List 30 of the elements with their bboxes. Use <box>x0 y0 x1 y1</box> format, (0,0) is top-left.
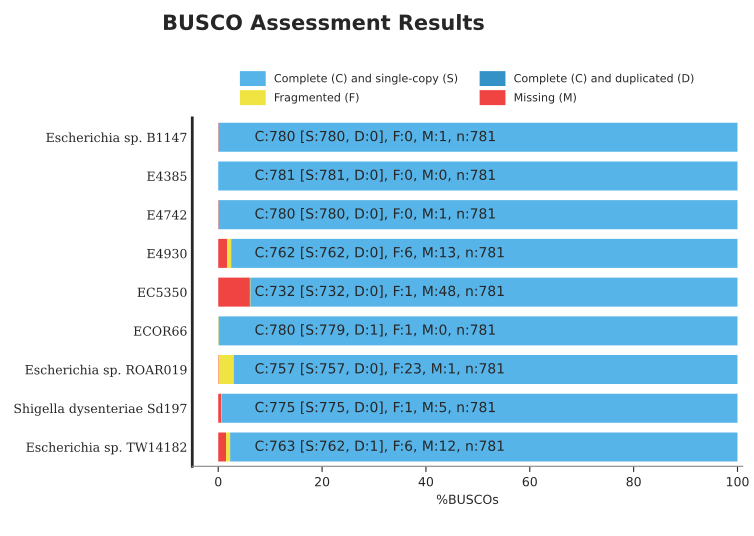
x-axis-title: %BUSCOs <box>436 494 498 504</box>
legend-label: Complete (C) and single-copy (S) <box>274 74 458 85</box>
y-tick-label: Escherichia sp. ROAR019 <box>25 364 187 377</box>
y-tick-label: Shigella dysenteriae Sd197 <box>14 404 186 416</box>
annotation: C:732 [S:732, D:0], F:1, M:48, n:781 <box>255 285 504 298</box>
annotation: C:775 [S:775, D:0], F:1, M:5, n:781 <box>255 402 495 414</box>
x-tick-label: 80 <box>626 476 641 486</box>
x-tick-label: 100 <box>726 476 749 486</box>
y-tick-label: E4930 <box>147 248 187 258</box>
x-tick-label: 40 <box>418 476 434 486</box>
x-tick-label: 0 <box>215 476 222 486</box>
annotation: C:780 [S:780, D:0], F:0, M:1, n:781 <box>255 130 495 143</box>
y-tick-label: E4385 <box>147 171 186 181</box>
x-tick-label: 60 <box>522 476 537 486</box>
annotation: C:757 [S:757, D:0], F:23, M:1, n:781 <box>255 362 504 376</box>
annotation: C:780 [S:779, D:1], F:1, M:0, n:781 <box>255 324 495 336</box>
y-tick-label: ECOR66 <box>134 326 187 336</box>
x-tick-label: 20 <box>315 476 330 486</box>
annotation: C:763 [S:762, D:1], F:6, M:12, n:781 <box>255 440 504 453</box>
y-tick-label: Escherichia sp. B1147 <box>46 132 187 145</box>
annotation: C:780 [S:780, D:0], F:0, M:1, n:781 <box>255 208 495 220</box>
legend-label: Fragmented (F) <box>275 92 359 104</box>
annotation: C:762 [S:762, D:0], F:6, M:13, n:781 <box>255 246 504 260</box>
y-tick-label: Escherichia sp. TW14182 <box>26 442 186 454</box>
annotation: C:781 [S:781, D:0], F:0, M:0, n:781 <box>255 169 495 182</box>
y-tick-label: EC5350 <box>138 288 187 298</box>
legend-label: Complete (C) and duplicated (D) <box>514 74 694 85</box>
chart-title: BUSCO Assessment Results <box>164 14 484 30</box>
legend-label: Missing (M) <box>514 92 576 104</box>
y-tick-label: E4742 <box>147 210 186 220</box>
